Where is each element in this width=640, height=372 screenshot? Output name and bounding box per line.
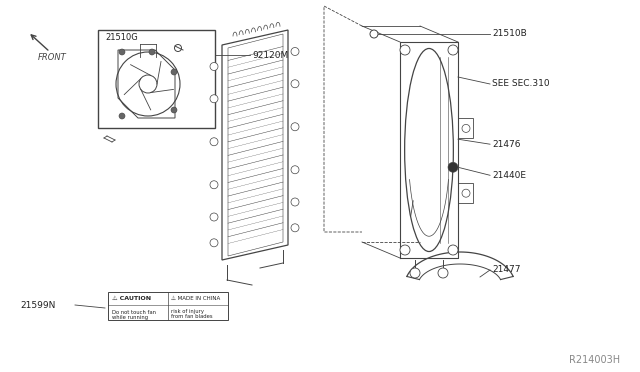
Bar [108,292,228,320]
Text: R214003H: R214003H [569,355,620,365]
Circle shape [210,95,218,103]
Bar [458,118,473,138]
Circle shape [410,268,420,278]
Circle shape [210,181,218,189]
Circle shape [448,245,458,255]
Circle shape [210,62,218,71]
Text: 21476: 21476 [492,140,520,149]
Circle shape [210,213,218,221]
Circle shape [119,49,125,55]
Circle shape [291,198,299,206]
Text: while running: while running [112,314,148,320]
Text: risk of injury: risk of injury [171,310,204,314]
Circle shape [149,49,155,55]
Circle shape [462,189,470,197]
Text: Do not touch fan: Do not touch fan [112,310,156,314]
Circle shape [400,45,410,55]
Text: 21510G: 21510G [105,33,138,42]
Text: ⚠ CAUTION: ⚠ CAUTION [112,295,151,301]
Circle shape [291,224,299,232]
Circle shape [291,80,299,88]
Circle shape [448,162,458,172]
Circle shape [291,48,299,55]
Circle shape [171,107,177,113]
Bar [458,183,473,203]
Text: 21440E: 21440E [492,171,526,180]
Text: 92120M: 92120M [252,51,288,60]
Circle shape [171,69,177,75]
Text: FRONT: FRONT [38,54,67,62]
Circle shape [210,239,218,247]
Text: 21599N: 21599N [20,301,56,310]
Circle shape [291,166,299,174]
Circle shape [370,30,378,38]
Circle shape [400,245,410,255]
Bar [98,30,215,128]
Circle shape [210,138,218,146]
Circle shape [119,113,125,119]
Text: 21477: 21477 [492,266,520,275]
Circle shape [438,268,448,278]
Circle shape [448,45,458,55]
Circle shape [291,123,299,131]
Text: 21510B: 21510B [492,29,527,38]
Circle shape [462,124,470,132]
Text: SEE SEC.310: SEE SEC.310 [492,80,550,89]
Text: from fan blades: from fan blades [171,314,212,320]
Text: ⚠ MADE IN CHINA: ⚠ MADE IN CHINA [171,295,220,301]
